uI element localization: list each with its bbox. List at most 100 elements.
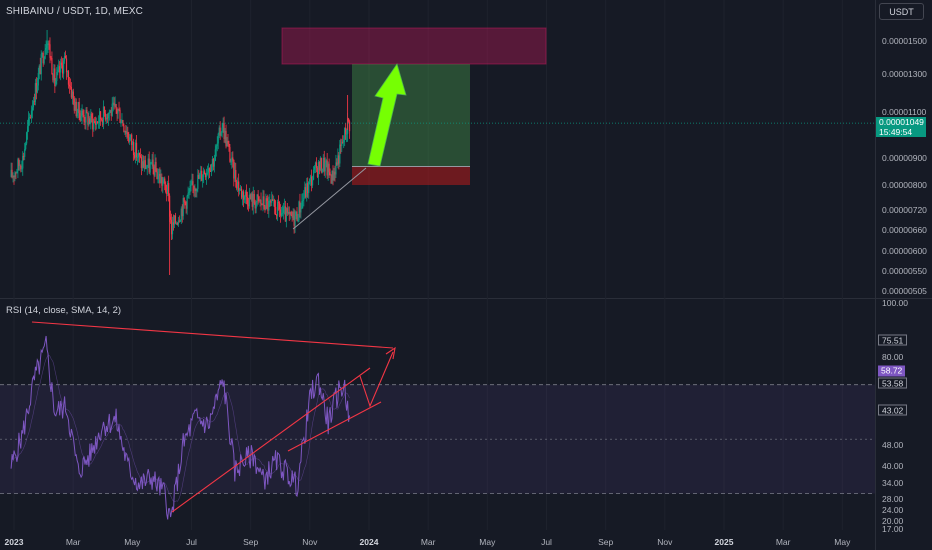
candle xyxy=(115,103,117,114)
currency-button[interactable]: USDT xyxy=(879,3,924,20)
candle-body xyxy=(180,208,182,221)
candle-body xyxy=(168,183,170,196)
candle-body xyxy=(225,130,227,147)
candle xyxy=(205,172,207,180)
candle-body xyxy=(142,161,144,168)
rsi-tick-label: 24.00 xyxy=(882,504,904,515)
candle xyxy=(40,50,42,81)
candle-body xyxy=(163,178,165,183)
candle xyxy=(180,206,182,225)
candle-body xyxy=(107,112,109,119)
candle xyxy=(279,204,282,223)
candle xyxy=(140,154,143,176)
candle-body xyxy=(156,171,158,180)
rsi-tick-label: 20.00 xyxy=(882,515,904,526)
candle xyxy=(192,173,194,194)
candle xyxy=(165,181,167,194)
candle-body xyxy=(229,147,231,162)
candle xyxy=(161,173,163,192)
candle-body xyxy=(217,133,219,144)
candle-body xyxy=(341,141,343,146)
candle xyxy=(101,117,104,127)
candle-body xyxy=(294,215,296,226)
candle xyxy=(342,135,344,144)
candle-body xyxy=(292,211,294,218)
candle-body xyxy=(15,172,17,174)
candle-body xyxy=(247,204,249,207)
candle-body xyxy=(10,169,12,177)
candle xyxy=(106,113,108,124)
candle-body xyxy=(14,172,16,178)
rsi-indicator-label[interactable]: RSI (14, close, SMA, 14, 2) xyxy=(6,305,122,316)
candle xyxy=(143,156,145,172)
candle xyxy=(149,159,151,176)
time-tick-label: May xyxy=(124,537,141,547)
candle-body xyxy=(326,160,328,176)
candle-body xyxy=(98,111,101,123)
candle xyxy=(20,164,22,173)
candle xyxy=(302,193,304,209)
candle-body xyxy=(311,176,313,186)
candle-body xyxy=(82,110,84,116)
candle xyxy=(177,216,179,227)
candle-body xyxy=(327,163,329,176)
candle-body xyxy=(345,127,347,135)
candle xyxy=(102,100,105,130)
candle xyxy=(210,163,213,177)
rsi-tick-label: 100.00 xyxy=(882,298,908,308)
candle xyxy=(138,152,141,163)
candle xyxy=(82,108,84,118)
candle-body xyxy=(303,197,305,200)
candle-body xyxy=(55,80,57,87)
candle-body xyxy=(179,220,181,222)
candle-body xyxy=(206,172,209,174)
candle xyxy=(267,194,269,215)
candle-body xyxy=(300,208,302,213)
candle xyxy=(200,165,202,182)
price-trendline xyxy=(292,167,367,230)
candle xyxy=(235,162,237,188)
candle xyxy=(162,176,164,194)
candle xyxy=(326,152,328,179)
price-tick-label: 0.00001300 xyxy=(882,68,927,79)
candle xyxy=(212,157,214,171)
candle-body xyxy=(258,196,260,201)
candle xyxy=(233,159,235,187)
candle-body xyxy=(329,172,331,176)
candle-body xyxy=(316,167,319,178)
candle-body xyxy=(232,157,234,161)
candle xyxy=(173,214,176,229)
candle-body xyxy=(118,109,120,111)
candle-body xyxy=(161,177,163,186)
candle xyxy=(49,37,51,64)
symbol-title[interactable]: SHIBAINU / USDT, 1D, MEXC xyxy=(6,6,143,17)
candle-body xyxy=(342,141,344,143)
candle-body xyxy=(147,158,149,167)
candle xyxy=(23,152,25,161)
candle-body xyxy=(63,60,65,74)
candle-body xyxy=(260,199,262,204)
candle-body xyxy=(310,176,312,179)
candle xyxy=(145,164,147,170)
candle xyxy=(15,171,17,180)
candle-body xyxy=(220,132,222,136)
time-tick-label: Sep xyxy=(598,537,614,547)
price-tick-label: 0.00000600 xyxy=(882,246,927,257)
candle-body xyxy=(224,130,226,140)
candle-body xyxy=(84,121,86,123)
candle xyxy=(164,176,166,191)
candle xyxy=(156,168,158,180)
candle xyxy=(44,44,46,60)
candle-body xyxy=(144,160,146,169)
candle-body xyxy=(38,65,40,73)
candle-body xyxy=(51,58,53,75)
candle xyxy=(293,208,295,234)
candle-body xyxy=(333,171,335,181)
candle-body xyxy=(48,43,50,45)
candle-body xyxy=(102,106,105,125)
candle xyxy=(334,165,336,182)
candle xyxy=(79,110,81,122)
candle xyxy=(27,111,30,132)
candle-body xyxy=(317,161,320,178)
